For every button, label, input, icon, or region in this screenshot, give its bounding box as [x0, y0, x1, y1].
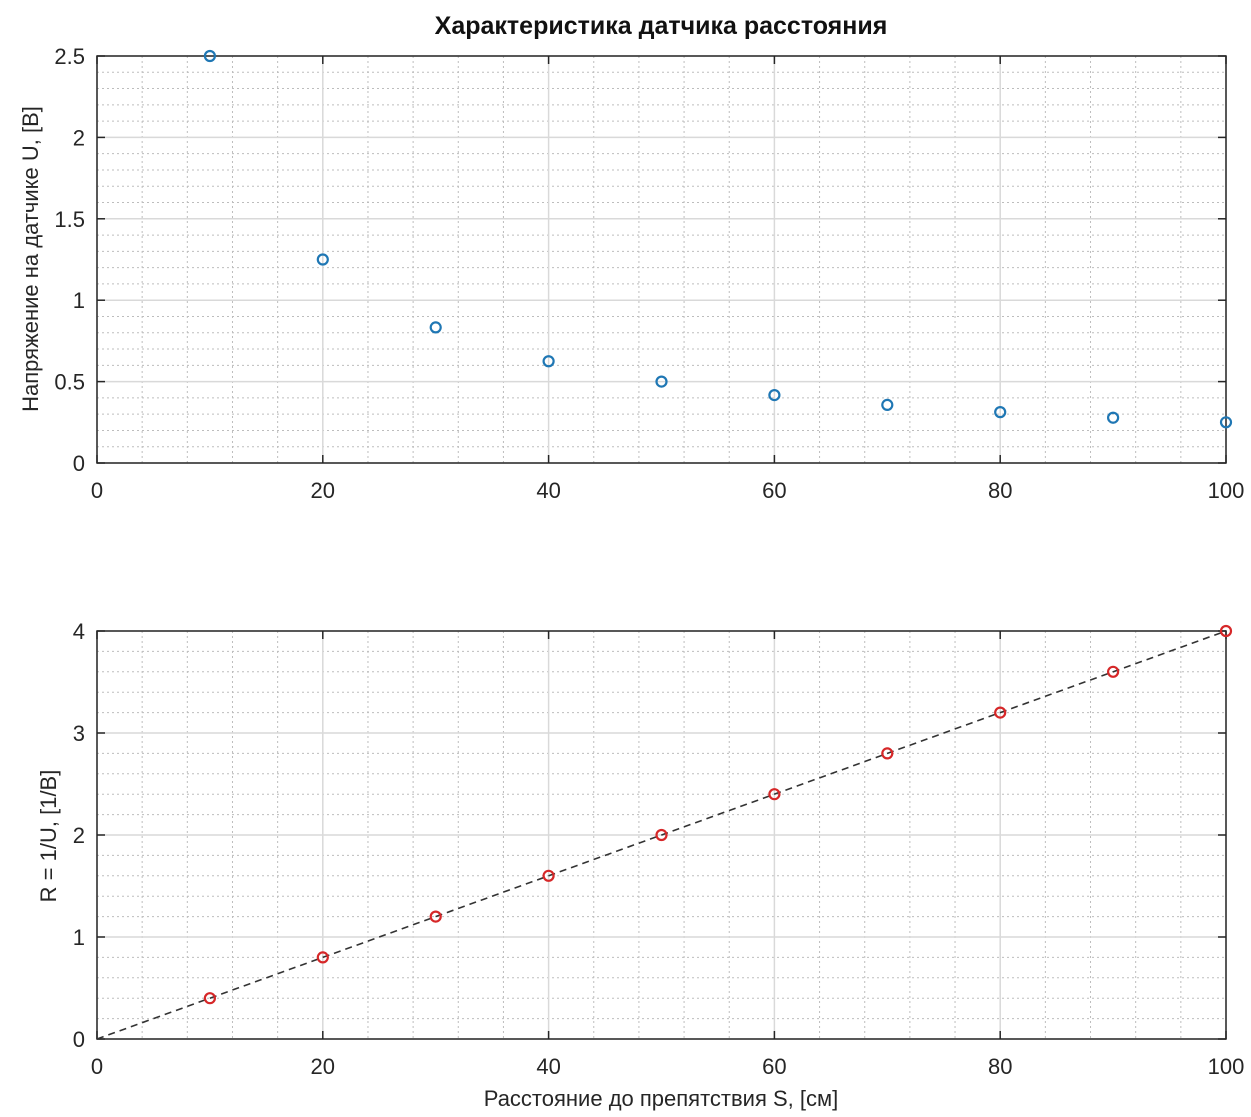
- y-axis-label-reciprocal: R = 1/U, [1/В]: [36, 770, 61, 903]
- data-point: [655, 828, 668, 842]
- data-point: [1219, 416, 1233, 429]
- y-tick-label: 2: [73, 823, 85, 848]
- y-tick-label: 2: [73, 125, 85, 150]
- x-tick-label: 40: [536, 1054, 560, 1079]
- x-tick-label: 20: [311, 1054, 335, 1079]
- y-tick-label: 1.5: [54, 207, 85, 232]
- x-tick-label: 100: [1208, 1054, 1245, 1079]
- data-point: [768, 788, 781, 801]
- x-tick-label: 80: [988, 478, 1012, 503]
- x-tick-label: 60: [762, 1054, 786, 1079]
- y-tick-label: 0: [73, 1027, 85, 1052]
- y-tick-label: 3: [73, 721, 85, 746]
- data-point: [429, 321, 442, 334]
- y-tick-label: 0: [73, 451, 85, 476]
- x-axis-label-distance: Расстояние до препятствия S, [см]: [484, 1086, 839, 1111]
- data-point: [316, 253, 329, 266]
- data-point: [655, 375, 668, 388]
- voltage-axes: 0 20 40 60 80 100 0 0.5 1 1.5 2 2.5: [54, 44, 1244, 503]
- data-point: [1106, 665, 1120, 678]
- data-point: [203, 49, 216, 63]
- data-point: [768, 389, 781, 402]
- data-point: [994, 706, 1007, 719]
- fit-line: [96, 630, 1227, 1040]
- data-point: [881, 398, 894, 411]
- reciprocal-axes: 0 20 40 60 80 100 0 1 2 3 4: [73, 619, 1245, 1079]
- data-point: [1106, 411, 1120, 424]
- x-tick-label: 20: [311, 478, 335, 503]
- x-tick-label: 0: [91, 1054, 103, 1079]
- data-point: [1219, 624, 1233, 638]
- axes-box: [96, 55, 1227, 464]
- data-point: [994, 406, 1007, 419]
- x-tick-label: 60: [762, 478, 786, 503]
- x-tick-label: 0: [91, 478, 103, 503]
- y-tick-label: 2.5: [54, 44, 85, 69]
- y-tick-label: 1: [73, 288, 85, 313]
- data-point: [542, 355, 555, 368]
- y-tick-label: 4: [73, 619, 85, 644]
- y-tick-label: 1: [73, 925, 85, 950]
- x-tick-label: 80: [988, 1054, 1012, 1079]
- x-tick-label: 100: [1208, 478, 1245, 503]
- y-axis-label-voltage: Напряжение на датчике U, [В]: [18, 106, 43, 412]
- data-point: [881, 747, 894, 760]
- data-point: [542, 869, 555, 882]
- x-tick-label: 40: [536, 478, 560, 503]
- data-point: [429, 910, 442, 923]
- chart-title: Характеристика датчика расстояния: [435, 12, 888, 40]
- y-tick-label: 0.5: [54, 370, 85, 395]
- data-point: [203, 992, 216, 1005]
- data-point: [316, 951, 329, 964]
